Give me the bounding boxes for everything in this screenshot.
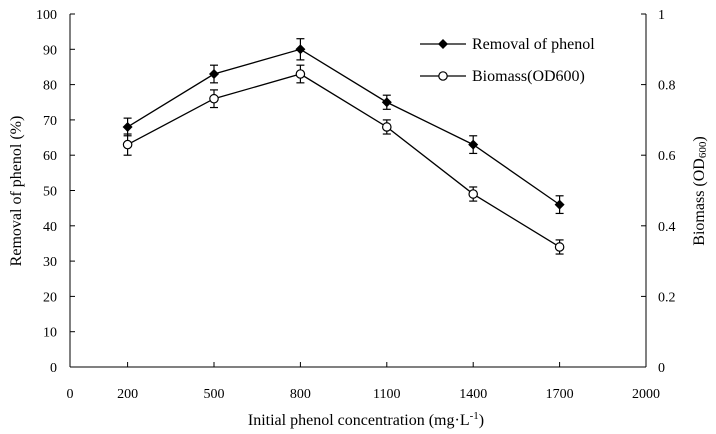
y-tick-label: 30 (43, 255, 57, 270)
y-tick-label: 0 (50, 361, 57, 376)
legend-marker-removal (438, 39, 448, 49)
x-tick-label: 800 (290, 387, 311, 402)
x-tick-label: 1100 (373, 387, 400, 402)
y-tick-label: 20 (43, 290, 57, 305)
data-point-removal (209, 69, 219, 80)
series-markers (122, 44, 565, 252)
data-point-biomass (122, 139, 133, 150)
y2-tick-label: 0.8 (658, 79, 676, 94)
data-point-biomass (295, 69, 306, 79)
data-point-biomass (554, 242, 565, 252)
data-point-biomass (381, 122, 392, 132)
data-point-removal (295, 44, 306, 55)
y-tick-label: 100 (36, 8, 57, 23)
data-point-removal (122, 121, 133, 132)
data-point-removal (554, 199, 565, 210)
data-point-removal (381, 97, 392, 108)
tick-marks (69, 13, 647, 368)
x-tick-label: 1400 (459, 387, 487, 402)
y-tick-label: 70 (43, 114, 57, 129)
y2-tick-label: 1 (658, 8, 665, 23)
y2-tick-label: 0.6 (658, 149, 676, 164)
x-tick-label: 0 (67, 387, 74, 402)
series-lines (127, 48, 560, 248)
series-line-biomass (127, 73, 560, 248)
y-axis-label: Removal of phenol (%) (8, 116, 25, 267)
axes (69, 14, 647, 368)
legend: Removal of phenol Biomass(OD600) (420, 36, 595, 85)
y2-axis-label: Biomass (OD600) (691, 136, 709, 245)
series-line-removal (127, 48, 560, 206)
legend-label-biomass: Biomass(OD600) (472, 68, 585, 85)
y-tick-label: 90 (43, 43, 57, 58)
y-tick-label: 10 (43, 326, 57, 341)
y-tick-label: 40 (43, 220, 57, 235)
data-point-biomass (209, 93, 219, 104)
tick-labels: 0 200 500 800 1100 1400 1700 200001020304050607… (36, 8, 676, 402)
y2-tick-label: 0.2 (658, 290, 676, 305)
legend-item-biomass: Biomass(OD600) (420, 68, 585, 85)
y2-tick-label: 0.4 (658, 220, 676, 235)
x-tick-label: 2000 (632, 387, 660, 402)
x-tick-label: 200 (117, 387, 138, 402)
legend-marker-biomass (438, 71, 448, 81)
y-tick-label: 50 (43, 185, 57, 200)
x-tick-label: 1700 (546, 387, 574, 402)
data-point-removal (468, 139, 479, 150)
x-axis-label: Initial phenol concentration (mg·L-1) (248, 410, 484, 429)
data-point-biomass (468, 189, 478, 199)
x-tick-label: 500 (204, 387, 225, 402)
legend-label-removal: Removal of phenol (472, 36, 595, 53)
y2-tick-label: 0 (658, 361, 665, 376)
legend-item-removal: Removal of phenol (420, 36, 595, 53)
y-tick-label: 60 (43, 149, 57, 164)
y-tick-label: 80 (43, 79, 57, 94)
